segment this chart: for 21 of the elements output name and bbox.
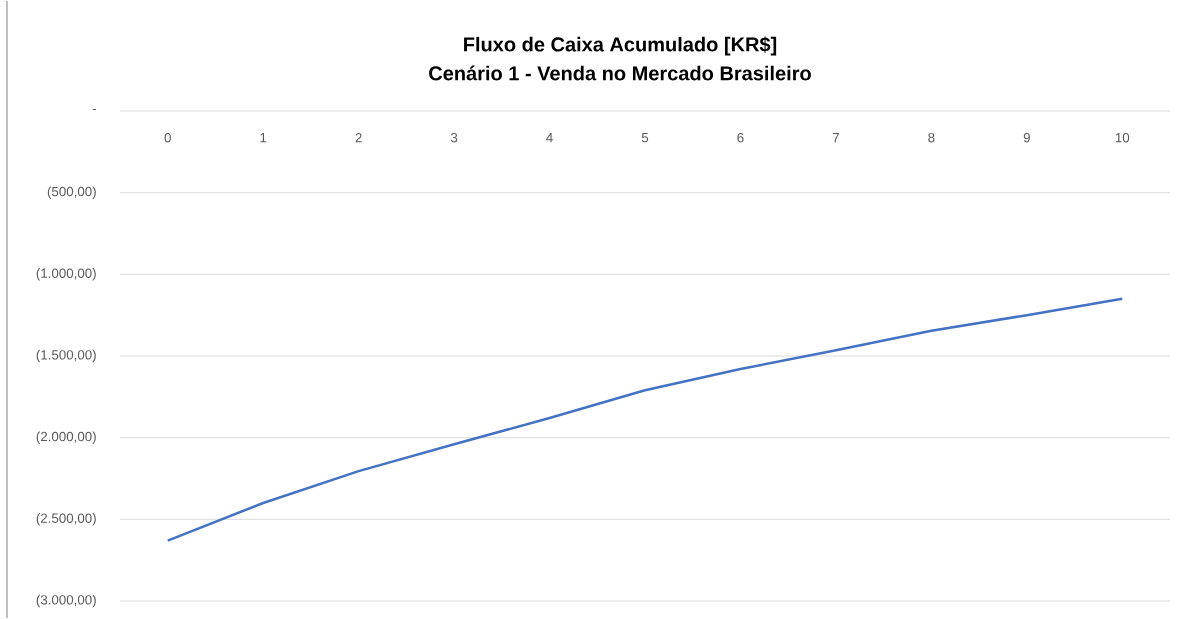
y-tick-label: (3.000,00) [36,594,96,608]
chart-subtitle: Cenário 1 - Venda no Mercado Brasileiro [429,65,811,81]
x-tick-label: 0 [164,132,171,143]
x-tick-label: 6 [737,132,744,143]
x-tick-label: 1 [260,133,267,143]
y-tick-label: (500,00) [47,186,96,199]
y-tick-label: (2.000,00) [36,431,96,444]
y-tick-label: (1.000,00) [36,268,96,281]
x-tick-label: 10 [1115,132,1130,143]
y-tick-label: - [92,108,97,110]
x-tick-label: 3 [450,132,458,143]
y-tick-label: (2.500,00) [36,513,96,526]
x-tick-label: 5 [641,133,649,143]
y-tick-label: (1.500,00) [36,349,96,363]
chart-title: Fluxo de Caixa Acumulado [KR$] [464,36,777,56]
x-tick-label: 4 [546,133,553,143]
x-tick-label: 8 [928,132,935,143]
x-tick-label: 7 [832,133,839,143]
x-tick-label: 9 [1023,132,1030,143]
x-tick-label: 2 [355,133,362,143]
line-series [166,297,1124,542]
